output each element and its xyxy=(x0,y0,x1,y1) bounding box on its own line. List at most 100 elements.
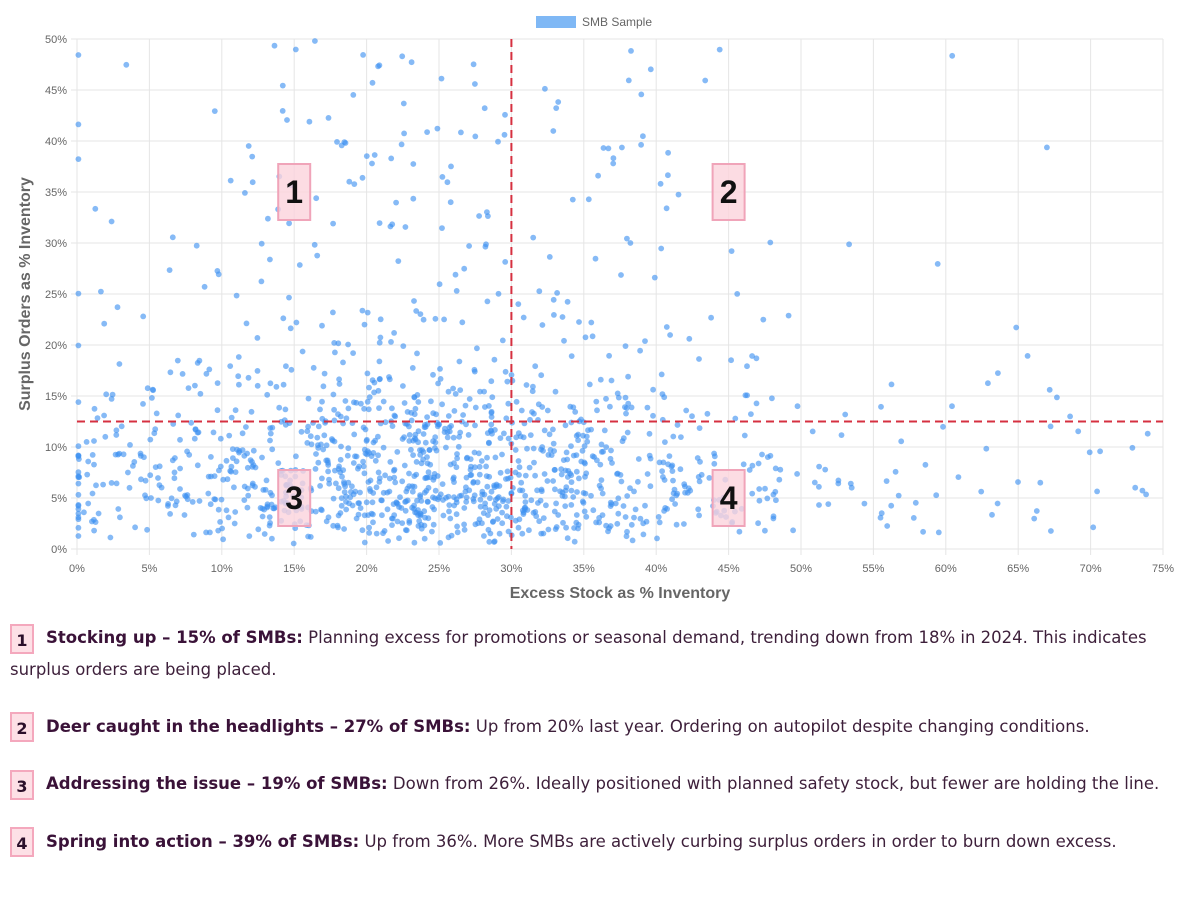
data-point xyxy=(314,252,321,259)
data-point xyxy=(614,470,621,477)
data-point xyxy=(503,503,510,510)
data-point xyxy=(546,431,553,438)
data-point xyxy=(399,53,406,60)
data-point xyxy=(75,469,82,476)
data-point xyxy=(262,486,269,493)
data-point xyxy=(647,455,654,462)
data-point xyxy=(386,374,392,380)
data-point xyxy=(637,347,643,354)
data-point xyxy=(215,506,222,513)
data-point xyxy=(568,487,575,494)
data-point xyxy=(343,506,350,513)
data-point xyxy=(401,462,408,469)
data-point xyxy=(442,425,448,432)
data-point xyxy=(816,502,822,508)
data-point xyxy=(414,497,420,504)
data-point xyxy=(254,335,261,341)
data-point xyxy=(764,454,771,460)
data-point xyxy=(231,484,237,491)
data-point xyxy=(457,387,464,393)
data-point xyxy=(466,487,473,494)
data-point xyxy=(207,529,213,536)
data-point xyxy=(1143,491,1149,498)
data-point xyxy=(323,442,330,449)
data-point xyxy=(589,333,596,340)
data-point xyxy=(461,521,467,528)
data-point xyxy=(366,530,373,536)
quadrant-notes: 1 Stocking up – 15% of SMBs: Planning exc… xyxy=(10,622,1170,883)
data-point xyxy=(667,332,673,338)
data-point xyxy=(785,312,792,319)
data-point xyxy=(816,463,822,470)
data-point xyxy=(472,404,479,411)
quadrant-box xyxy=(277,163,312,221)
data-point xyxy=(445,413,452,419)
data-point xyxy=(593,398,600,405)
data-point xyxy=(293,319,300,326)
data-point xyxy=(631,514,637,521)
data-point xyxy=(564,298,571,305)
data-point xyxy=(555,512,562,518)
data-point xyxy=(226,432,233,439)
data-point xyxy=(427,461,434,468)
data-point xyxy=(640,520,647,527)
data-point xyxy=(472,464,478,471)
data-point xyxy=(528,497,535,504)
quadrant-box xyxy=(277,469,312,527)
data-point xyxy=(445,388,452,395)
data-point xyxy=(762,527,768,534)
data-point xyxy=(409,365,416,371)
note-body: Up from 20% last year. Ordering on autop… xyxy=(470,716,1090,736)
data-point xyxy=(488,421,495,428)
axis-ticks: 0% 5% 10% 15% 20% 25% 30% 35% 40% 45% 50% 55% 60% 65%… xyxy=(45,34,1174,575)
data-point xyxy=(458,492,465,499)
data-point xyxy=(346,178,353,185)
data-point xyxy=(463,421,469,428)
data-point xyxy=(748,411,754,417)
note-badge: 2 xyxy=(10,712,34,742)
data-point xyxy=(298,428,305,435)
legend[interactable]: SMB Sample xyxy=(536,15,652,29)
data-point xyxy=(532,363,539,370)
data-point xyxy=(439,401,445,408)
data-point xyxy=(217,435,224,442)
data-point xyxy=(332,349,338,356)
data-point xyxy=(581,443,588,449)
data-point xyxy=(892,468,899,475)
data-point xyxy=(674,422,681,428)
data-point xyxy=(264,501,271,508)
data-point xyxy=(472,81,478,87)
data-point xyxy=(635,456,642,462)
data-point xyxy=(835,477,842,484)
data-point xyxy=(103,391,110,398)
data-point xyxy=(235,373,242,380)
data-point xyxy=(878,403,884,410)
data-point xyxy=(225,514,232,521)
data-point xyxy=(770,515,777,522)
data-point xyxy=(470,498,477,505)
data-point xyxy=(601,427,608,434)
data-point xyxy=(307,433,314,440)
data-point xyxy=(432,439,439,446)
data-point xyxy=(267,380,274,387)
data-point xyxy=(608,447,614,454)
data-point xyxy=(353,399,360,406)
data-point xyxy=(446,428,453,435)
data-point xyxy=(571,538,578,545)
data-point xyxy=(593,519,599,526)
data-point xyxy=(532,472,538,479)
data-point xyxy=(898,438,905,445)
data-point xyxy=(499,509,505,516)
note-badge: 1 xyxy=(10,623,34,654)
data-point xyxy=(488,378,495,385)
data-point xyxy=(267,430,274,437)
data-point xyxy=(391,512,398,518)
data-point xyxy=(744,363,750,370)
data-point xyxy=(325,468,331,475)
data-point xyxy=(232,407,239,414)
data-point xyxy=(560,519,566,526)
data-point xyxy=(809,428,816,435)
data-point xyxy=(599,490,606,497)
data-point xyxy=(406,432,413,438)
data-point xyxy=(280,381,287,388)
